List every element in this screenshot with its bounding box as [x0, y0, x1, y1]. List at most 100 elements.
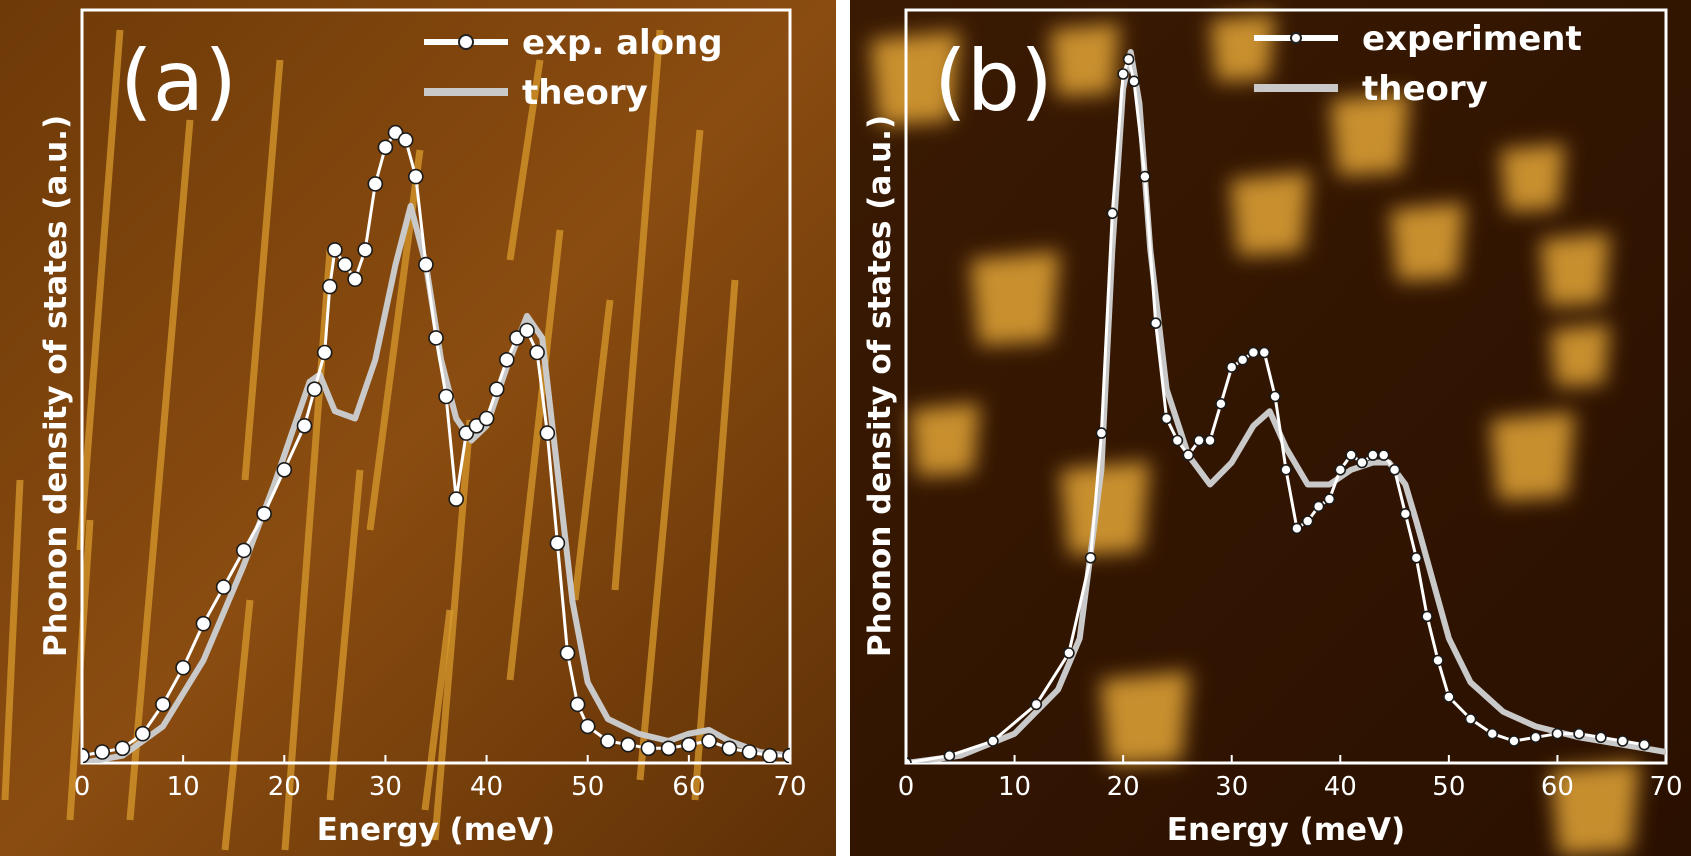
experiment-point: [1182, 449, 1195, 461]
experiment-point: [347, 271, 363, 288]
experiment-point: [539, 425, 556, 441]
experiment-point: [306, 381, 323, 398]
experiment-point: [1084, 551, 1097, 564]
experiment-point: [82, 747, 90, 763]
experiment-point: [256, 505, 272, 522]
stm-streak: [326, 469, 364, 801]
experiment-point: [1464, 713, 1477, 725]
stm-island: [1550, 761, 1640, 856]
experiment-point: [1638, 738, 1651, 751]
stm-island: [1500, 143, 1565, 212]
x-axis-label: Energy (meV): [1167, 812, 1405, 848]
experiment-point: [1106, 207, 1119, 220]
experiment-point: [377, 139, 394, 156]
experiment-point: [701, 733, 717, 749]
experiment-point: [1193, 434, 1205, 447]
experiment-point: [943, 749, 956, 762]
experiment-point: [681, 736, 697, 753]
x-tick-label: 0: [74, 772, 91, 802]
stm-streak: [611, 29, 664, 591]
experiment-point: [488, 381, 505, 398]
experiment-point: [1551, 727, 1564, 740]
experiment-point: [1486, 727, 1499, 740]
stm-streak: [421, 609, 454, 811]
stm-streak: [1, 479, 24, 801]
theory-line: [906, 49, 1666, 763]
experiment-point: [1215, 397, 1227, 410]
experiment-point: [175, 659, 191, 676]
experiment-point: [519, 322, 535, 339]
experiment-point: [549, 535, 566, 551]
experiment-point: [1128, 75, 1140, 88]
experiment-point: [1291, 522, 1303, 535]
experiment-point: [407, 168, 424, 185]
experiment-point: [1236, 353, 1249, 366]
experiment-point: [316, 344, 333, 361]
y-axis-label: Phonon density of states (a.u.): [38, 115, 74, 657]
experiment-point: [418, 256, 434, 273]
x-tick-label: 50: [571, 772, 604, 802]
experiment-point: [1443, 691, 1455, 703]
stm-island: [1540, 233, 1610, 307]
x-tick-label: 20: [268, 772, 301, 802]
experiment-point: [1595, 731, 1607, 744]
experiment-point: [1421, 610, 1433, 623]
experiment-point: [1030, 698, 1043, 711]
experiment-point: [1160, 412, 1173, 425]
x-tick-label: 40: [470, 772, 503, 802]
x-tick-label: 20: [1107, 772, 1140, 802]
experiment-point: [1377, 449, 1390, 461]
experiment-point: [321, 278, 338, 295]
experiment-point: [1410, 551, 1423, 564]
stm-islands-b: [870, 13, 1640, 856]
x-tick-label: 60: [1541, 772, 1574, 802]
experiment-point: [114, 740, 131, 757]
stm-island: [1490, 411, 1575, 501]
experiment-point: [296, 417, 313, 434]
legend-label-experiment: experiment: [1362, 19, 1582, 59]
stm-island: [870, 31, 960, 126]
experiment-point: [762, 747, 778, 763]
y-axis-label: Phonon density of states (a.u.): [862, 115, 898, 657]
legend-label-theory: theory: [1362, 69, 1488, 109]
experiment-point: [1323, 493, 1336, 505]
experiment-point: [367, 176, 384, 192]
experiment-point: [640, 740, 657, 757]
experiment-point: [987, 735, 999, 747]
experiment-point: [498, 351, 515, 368]
stm-streak: [126, 119, 194, 821]
experiment-point: [1529, 731, 1542, 744]
x-axis-label: Energy (meV): [317, 812, 555, 848]
experiment-point: [1388, 463, 1401, 476]
experiment-point: [620, 736, 637, 753]
chart-svg-a: 0 10 20 30 40 50 60 70 Energy (meV) Phonon dens…: [0, 0, 836, 856]
stm-streak: [76, 29, 124, 551]
stm-streak: [571, 299, 614, 601]
experiment-point: [1280, 463, 1292, 476]
experiment-point: [721, 740, 738, 757]
experiment-point: [579, 718, 596, 735]
stm-island: [970, 251, 1060, 346]
stm-island: [1330, 92, 1410, 176]
experiment-point: [397, 132, 414, 148]
stm-island: [1390, 202, 1465, 282]
legend-label-experiment: exp. along: [522, 23, 723, 63]
experiment-point: [1356, 456, 1368, 469]
x-tick-label: 70: [773, 772, 806, 802]
stm-island: [910, 403, 980, 477]
legend-label-theory: theory: [522, 73, 648, 113]
x-tick-label: 30: [1215, 772, 1248, 802]
chart-panel-a: 0 10 20 30 40 50 60 70 Energy (meV) Phonon dens…: [0, 0, 836, 856]
stm-streak: [506, 59, 544, 261]
experiment-point: [569, 696, 586, 713]
stm-streak: [221, 599, 254, 851]
experiment-point: [428, 330, 444, 346]
stm-streak: [636, 129, 704, 781]
experiment-point: [236, 542, 252, 559]
experiment-point: [1247, 346, 1260, 359]
experiment-point: [1301, 515, 1314, 527]
experiment-point: [1573, 727, 1585, 740]
experiment-point: [660, 740, 677, 757]
chart-svg-b: 0 10 20 30 40 50 60 70 Energy (meV) Phonon dens…: [850, 0, 1691, 856]
experiment-point: [94, 744, 110, 760]
